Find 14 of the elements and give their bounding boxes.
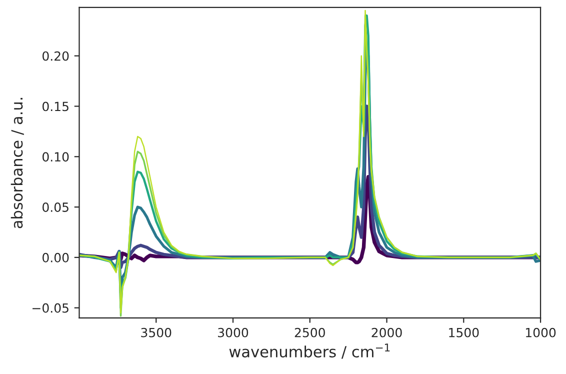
- y-tick-label: 0.10: [42, 152, 69, 162]
- y-tick-label: 0.00: [42, 252, 69, 262]
- y-tick-label: 0.20: [42, 51, 69, 61]
- x-axis-title: wavenumbers / cm$^{−1}$: [229, 344, 390, 359]
- y-tick-label: −0.05: [32, 303, 68, 313]
- y-axis-title: absorbance / a.u.: [10, 98, 24, 228]
- x-tick-label: 2500: [294, 328, 325, 338]
- x-tick-label: 3500: [141, 328, 172, 338]
- y-tick-label: 0.05: [42, 202, 68, 212]
- x-tick-label: 3000: [218, 328, 248, 338]
- x-tick-label: 2000: [372, 328, 402, 338]
- y-tick-label: 0.15: [42, 102, 68, 112]
- x-tick-label: 1000: [526, 328, 556, 338]
- x-tick-label: 1500: [449, 328, 479, 338]
